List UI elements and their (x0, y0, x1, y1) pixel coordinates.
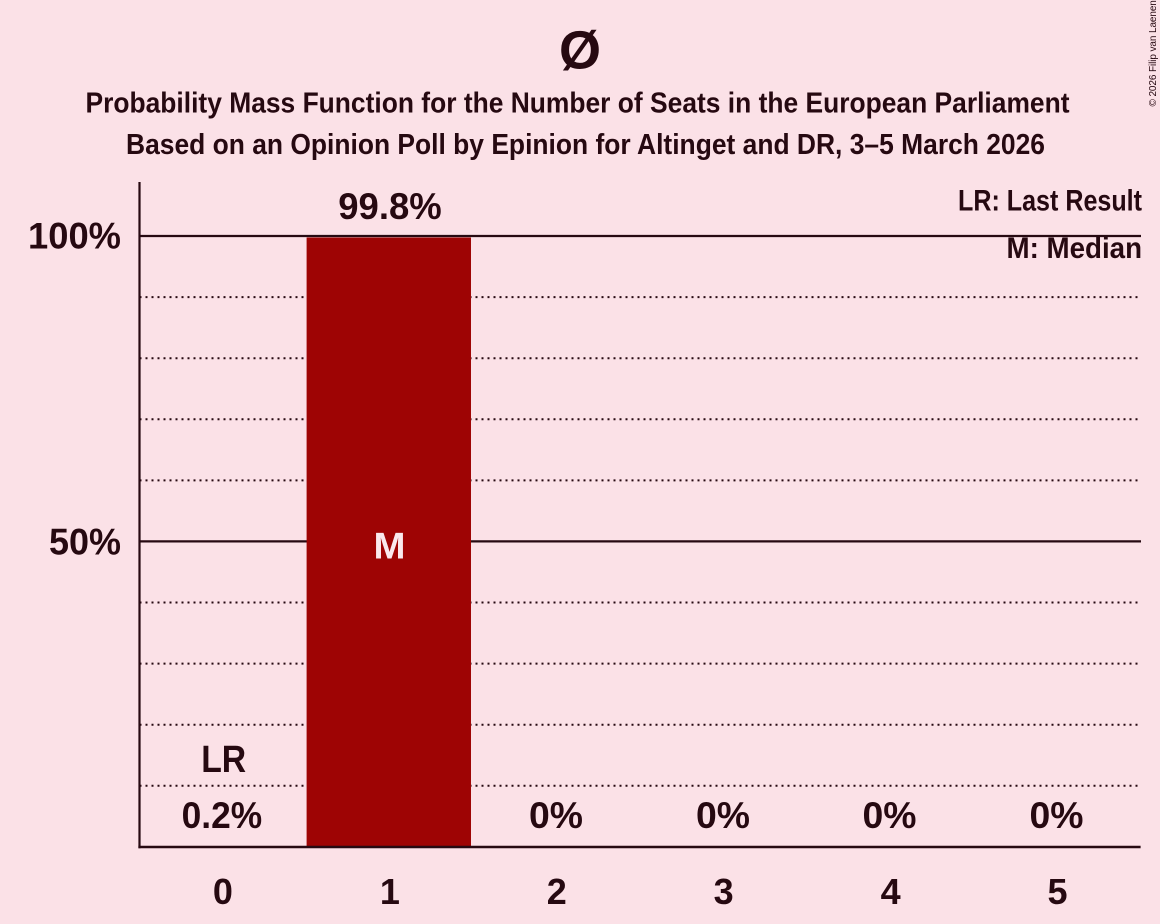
svg-text:© 2026 Filip van Laenen: © 2026 Filip van Laenen (1148, 0, 1159, 106)
svg-text:1: 1 (380, 871, 400, 912)
svg-text:0%: 0% (696, 795, 750, 836)
svg-text:Probability Mass Function for: Probability Mass Function for the Number… (86, 87, 1071, 119)
svg-text:5: 5 (1047, 871, 1067, 912)
svg-text:M: M (374, 526, 406, 567)
svg-text:0%: 0% (529, 795, 583, 836)
svg-text:50%: 50% (49, 521, 121, 562)
svg-text:0.2%: 0.2% (182, 795, 263, 836)
svg-text:LR: Last Result: LR: Last Result (958, 184, 1142, 217)
svg-text:0: 0 (213, 871, 233, 912)
svg-text:4: 4 (881, 871, 901, 912)
svg-text:99.8%: 99.8% (338, 186, 442, 227)
svg-text:Based on an Opinion Poll by Ep: Based on an Opinion Poll by Epinion for … (126, 128, 1045, 160)
svg-text:M: Median: M: Median (1007, 232, 1143, 265)
svg-text:0%: 0% (863, 795, 917, 836)
svg-text:100%: 100% (28, 216, 121, 257)
svg-text:Ø: Ø (559, 20, 601, 80)
svg-text:2: 2 (547, 871, 567, 912)
svg-text:LR: LR (201, 739, 246, 781)
svg-text:3: 3 (714, 871, 734, 912)
svg-text:0%: 0% (1030, 795, 1084, 836)
